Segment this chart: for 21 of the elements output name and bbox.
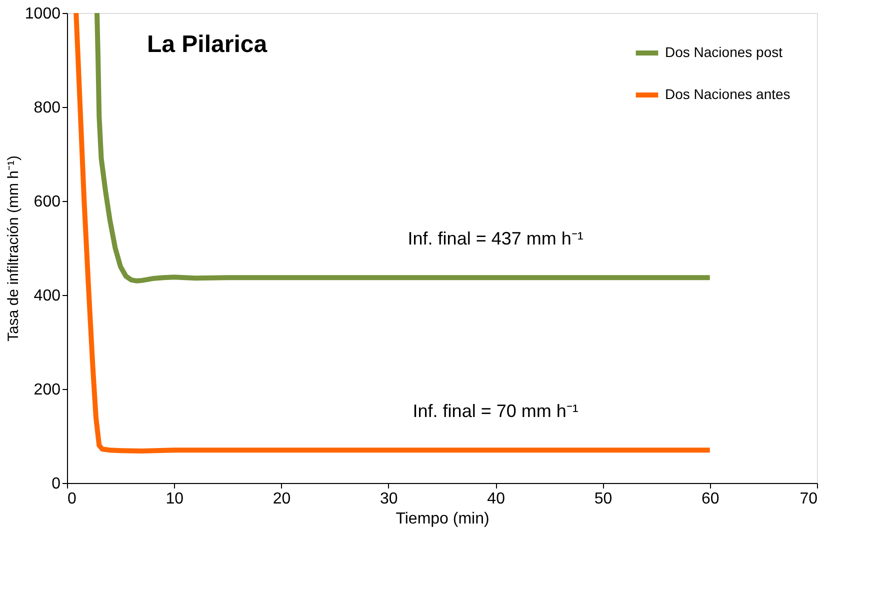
y-tick-label: 400 (34, 288, 61, 304)
legend-label: Dos Naciones antes (665, 86, 790, 102)
y-tick-label: 1000 (24, 6, 61, 22)
x-tick-label: 30 (380, 490, 398, 508)
annotation: Inf. final = 70 mm h⁻¹ (412, 401, 578, 422)
x-tick-label: 20 (272, 490, 291, 508)
annotation: Inf. final = 437 mm h⁻¹ (408, 228, 584, 249)
x-axis-title: Tiempo (min) (396, 510, 490, 528)
x-tick-label: 10 (166, 490, 184, 508)
x-tick-label: 70 (800, 490, 818, 508)
y-tick-label: 800 (34, 100, 61, 116)
y-axis-title: Tasa de infiltración (mm h⁻¹) (4, 156, 22, 342)
x-tick-label: 40 (487, 490, 506, 508)
y-tick-label: 0 (52, 476, 61, 492)
x-tick-label: 50 (594, 490, 612, 508)
x-tick-label: 60 (701, 490, 720, 508)
x-tick-label: 0 (68, 490, 76, 508)
y-tick-label: 200 (34, 382, 61, 398)
text: La Pilarica (147, 31, 268, 58)
legend-label: Dos Naciones post (665, 44, 783, 60)
y-tick-label: 600 (34, 194, 61, 210)
